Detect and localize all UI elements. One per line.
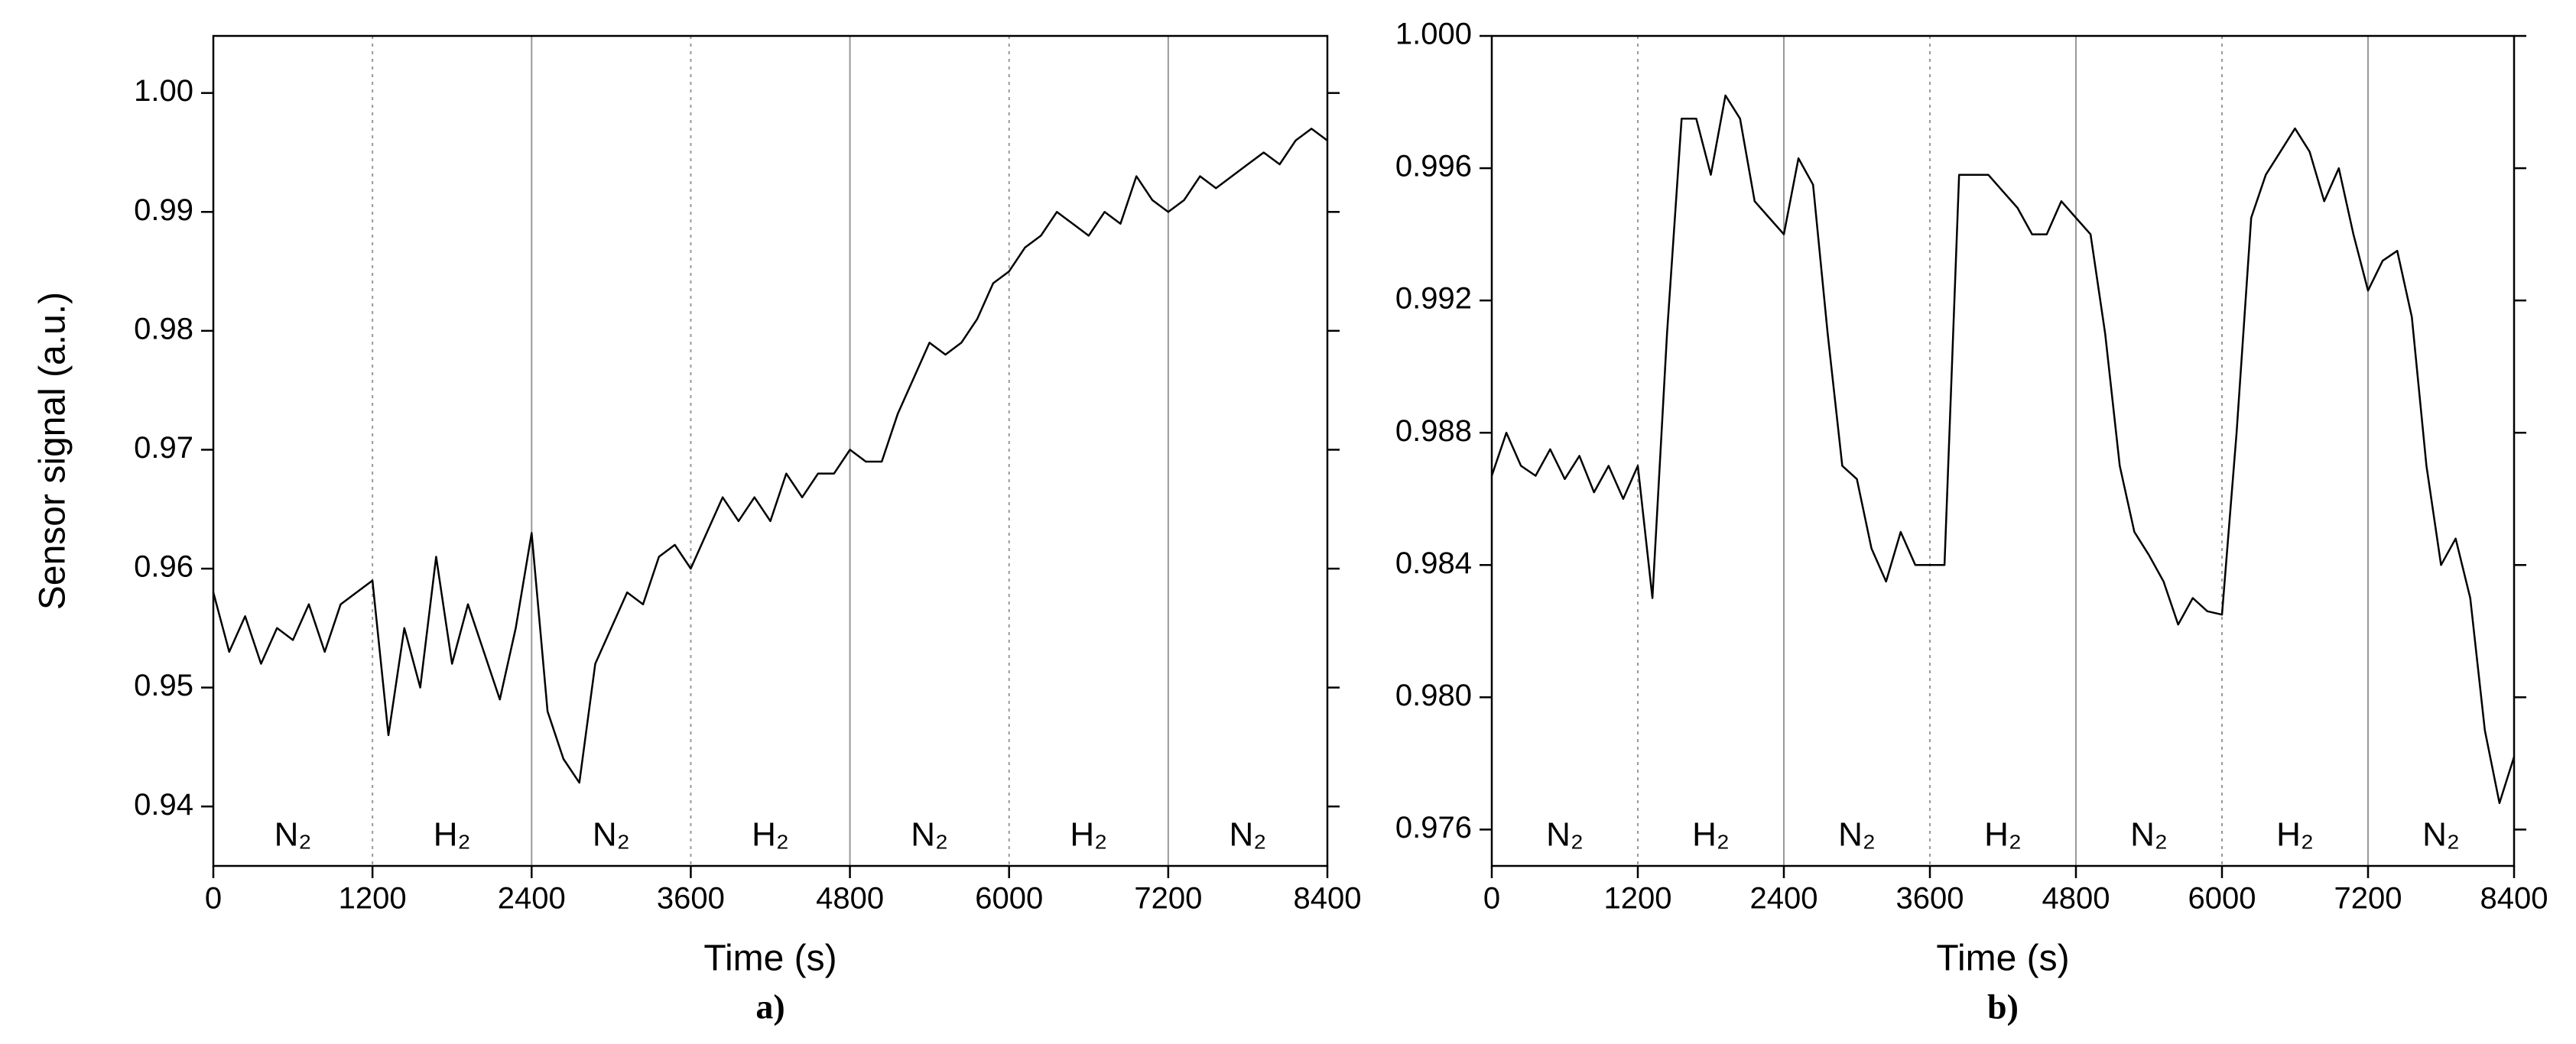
y-tick-label: 0.996 — [1395, 150, 1472, 183]
x-tick-label: 0 — [205, 882, 222, 916]
x-tick-label: 8400 — [2480, 882, 2548, 916]
region-label: N₂ — [1838, 816, 1876, 854]
signal-line — [1490, 94, 2516, 805]
x-tick-label: 1200 — [339, 882, 407, 916]
signal-line — [212, 128, 1328, 784]
region-label: H₂ — [1692, 816, 1730, 854]
x-tick-label: 4800 — [2042, 882, 2110, 916]
region-label: H₂ — [752, 816, 789, 854]
y-tick-label: 1.000 — [1395, 18, 1472, 51]
region-label: H₂ — [2276, 816, 2314, 854]
y-tick-label: 0.984 — [1395, 546, 1472, 580]
y-tick-label: 0.95 — [134, 669, 193, 702]
y-tick-label: 0.988 — [1395, 414, 1472, 448]
y-tick-label: 1.00 — [134, 74, 193, 108]
region-label: N₂ — [1229, 816, 1266, 854]
region-label: N₂ — [2422, 816, 2460, 854]
y-tick-label: 0.980 — [1395, 679, 1472, 712]
x-tick-label: 3600 — [1896, 882, 1964, 916]
x-tick-label: 8400 — [1294, 882, 1362, 916]
y-tick-label: 0.992 — [1395, 282, 1472, 316]
region-label: H₂ — [1984, 816, 2022, 854]
region-label: N₂ — [1546, 816, 1584, 854]
y-axis-title: Sensor signal (a.u.) — [33, 292, 73, 610]
panel-caption: a) — [755, 987, 784, 1026]
x-tick-label: 3600 — [657, 882, 725, 916]
region-label: N₂ — [2130, 816, 2168, 854]
y-tick-label: 0.976 — [1395, 811, 1472, 845]
x-tick-label: 7200 — [1134, 882, 1202, 916]
region-label: H₂ — [1070, 816, 1107, 854]
x-tick-label: 0 — [1483, 882, 1500, 916]
x-axis-title: Time (s) — [1936, 939, 2069, 979]
panel-caption: b) — [1987, 987, 2019, 1026]
x-axis-title: Time (s) — [703, 939, 836, 979]
x-tick-label: 7200 — [2334, 882, 2402, 916]
y-tick-label: 0.97 — [134, 431, 193, 465]
x-tick-label: 4800 — [816, 882, 884, 916]
y-tick-label: 0.99 — [134, 193, 193, 227]
region-label: N₂ — [911, 816, 948, 854]
region-label: H₂ — [434, 816, 471, 854]
x-tick-label: 6000 — [2188, 882, 2256, 916]
y-tick-label: 0.94 — [134, 788, 193, 822]
x-tick-label: 6000 — [975, 882, 1043, 916]
plot-frame — [1490, 34, 2516, 867]
region-label: N₂ — [593, 816, 630, 854]
plot-frame — [212, 34, 1329, 867]
x-tick-label: 1200 — [1604, 882, 1672, 916]
y-tick-label: 0.98 — [134, 312, 193, 345]
region-label: N₂ — [274, 816, 312, 854]
x-tick-label: 2400 — [498, 882, 566, 916]
x-tick-label: 2400 — [1750, 882, 1818, 916]
y-tick-label: 0.96 — [134, 550, 193, 584]
